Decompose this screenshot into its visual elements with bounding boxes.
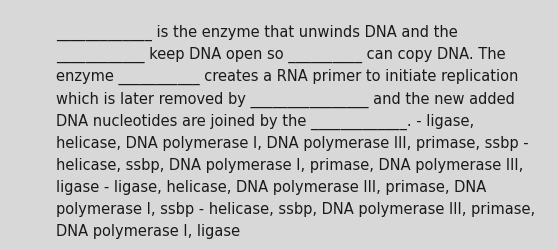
Text: polymerase I, ssbp - helicase, ssbp, DNA polymerase III, primase,: polymerase I, ssbp - helicase, ssbp, DNA… xyxy=(56,201,535,216)
Text: ligase - ligase, helicase, DNA polymerase III, primase, DNA: ligase - ligase, helicase, DNA polymeras… xyxy=(56,179,486,194)
Text: ____________ keep DNA open so __________ can copy DNA. The: ____________ keep DNA open so __________… xyxy=(56,47,506,63)
Text: helicase, DNA polymerase I, DNA polymerase III, primase, ssbp -: helicase, DNA polymerase I, DNA polymera… xyxy=(56,135,528,150)
Text: which is later removed by ________________ and the new added: which is later removed by ______________… xyxy=(56,91,514,107)
Text: helicase, ssbp, DNA polymerase I, primase, DNA polymerase III,: helicase, ssbp, DNA polymerase I, primas… xyxy=(56,157,523,172)
Text: DNA polymerase I, ligase: DNA polymerase I, ligase xyxy=(56,223,240,238)
Text: DNA nucleotides are joined by the _____________. - ligase,: DNA nucleotides are joined by the ______… xyxy=(56,113,474,129)
Text: enzyme ___________ creates a RNA primer to initiate replication: enzyme ___________ creates a RNA primer … xyxy=(56,69,518,85)
Text: _____________ is the enzyme that unwinds DNA and the: _____________ is the enzyme that unwinds… xyxy=(56,25,458,41)
